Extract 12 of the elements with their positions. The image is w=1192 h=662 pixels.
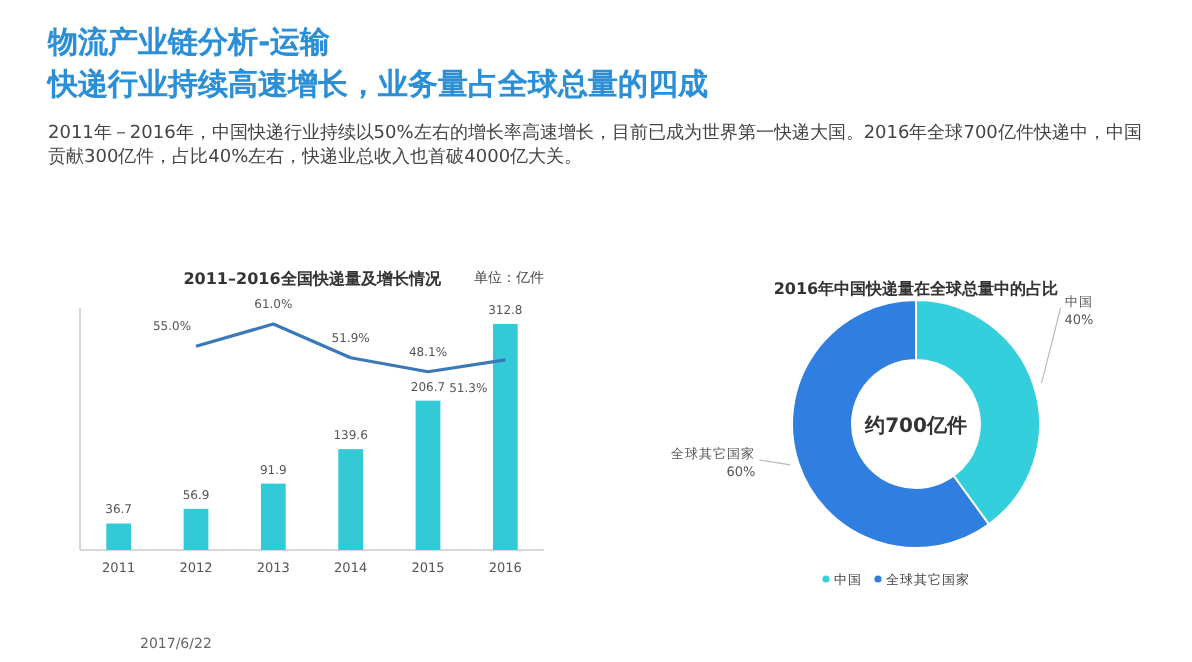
text: 快递行业持续高速增长，业务量占全球总量的四成 (48, 66, 708, 104)
bar (183, 508, 209, 550)
chart-title: 2011–2016全国快递量及增长情况 (183, 270, 443, 288)
chart-title: 2016年中国快递量在全球总量中的占比 (773, 280, 1059, 298)
bar (106, 523, 132, 550)
text: 2011年－2016年，中国快递行业持续以50%左右的增长率高速增长，目前已成为世界第一快递大国。2016年全球700亿件快递中，中国贡献300亿件，占比40%左右，快递业总收入也首破4000亿大关。 (48, 122, 1144, 170)
bar (338, 449, 364, 550)
text: 约700亿件 (863, 414, 967, 438)
text: 物流产业链分析-运输 (48, 24, 331, 62)
bar (492, 324, 518, 550)
bar (415, 400, 441, 550)
bar (260, 483, 286, 550)
